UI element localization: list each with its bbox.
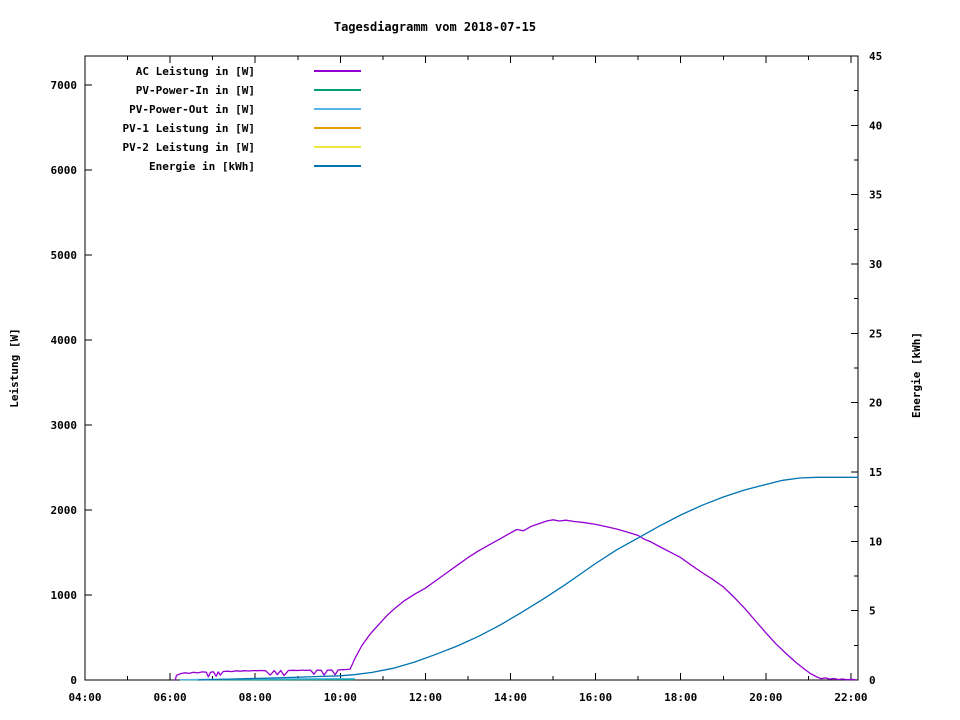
y1-tick-label: 2000 — [51, 504, 78, 517]
y-axis-label-left: Leistung [W] — [8, 328, 21, 407]
x-tick-label: 10:00 — [324, 691, 357, 704]
y1-tick-label: 7000 — [51, 79, 78, 92]
y2-tick-label: 40 — [869, 119, 882, 132]
x-tick-label: 16:00 — [579, 691, 612, 704]
legend-item: PV-Power-Out in [W] — [129, 103, 361, 116]
x-tick-label: 04:00 — [68, 691, 101, 704]
x-tick-label: 18:00 — [664, 691, 697, 704]
y-axis-label-right: Energie [kWh] — [910, 332, 923, 418]
legend-item: PV-1 Leistung in [W] — [123, 122, 361, 135]
y2-tick-label: 20 — [869, 397, 882, 410]
legend-label: AC Leistung in [W] — [136, 65, 255, 78]
axis-tick-labels: 04:00 06:00 08:00 10:00 12:00 14:00 16:00 18:00… — [51, 50, 883, 704]
y2-tick-label: 10 — [869, 535, 882, 548]
x-tick-label: 08:00 — [239, 691, 272, 704]
legend-label: Energie in [kWh] — [149, 160, 255, 173]
series-line-1 — [174, 519, 856, 681]
y1-tick-label: 3000 — [51, 419, 78, 432]
legend-item: PV-Power-In in [W] — [136, 84, 361, 97]
data-series — [174, 476, 859, 681]
legend: AC Leistung in [W] PV-Power-In in [W] PV-P… — [123, 65, 361, 173]
legend-label: PV-Power-Out in [W] — [129, 103, 255, 116]
y1-tick-label: 5000 — [51, 249, 78, 262]
y2-tick-label: 45 — [869, 50, 882, 63]
y2-tick-label: 0 — [869, 674, 876, 687]
legend-label: PV-1 Leistung in [W] — [123, 122, 255, 135]
chart-title: Tagesdiagramm vom 2018-07-15 — [334, 20, 536, 34]
legend-label: PV-Power-In in [W] — [136, 84, 255, 97]
y1-tick-label: 4000 — [51, 334, 78, 347]
y1-tick-label: 0 — [70, 674, 77, 687]
x-tick-label: 22:00 — [834, 691, 867, 704]
series-line-6 — [197, 476, 859, 681]
y2-tick-label: 15 — [869, 466, 882, 479]
axis-ticks — [84, 55, 858, 681]
y2-tick-label: 25 — [869, 327, 882, 340]
y2-tick-label: 30 — [869, 258, 882, 271]
legend-item: AC Leistung in [W] — [136, 65, 361, 78]
y2-tick-label: 5 — [869, 605, 876, 618]
y1-tick-label: 1000 — [51, 589, 78, 602]
x-tick-label: 06:00 — [154, 691, 187, 704]
legend-item: Energie in [kWh] — [149, 160, 361, 173]
x-tick-label: 20:00 — [749, 691, 782, 704]
legend-item: PV-2 Leistung in [W] — [123, 141, 361, 154]
y2-tick-label: 35 — [869, 189, 882, 202]
x-tick-label: 12:00 — [409, 691, 442, 704]
y1-tick-label: 6000 — [51, 164, 78, 177]
legend-label: PV-2 Leistung in [W] — [123, 141, 255, 154]
x-tick-label: 14:00 — [494, 691, 527, 704]
